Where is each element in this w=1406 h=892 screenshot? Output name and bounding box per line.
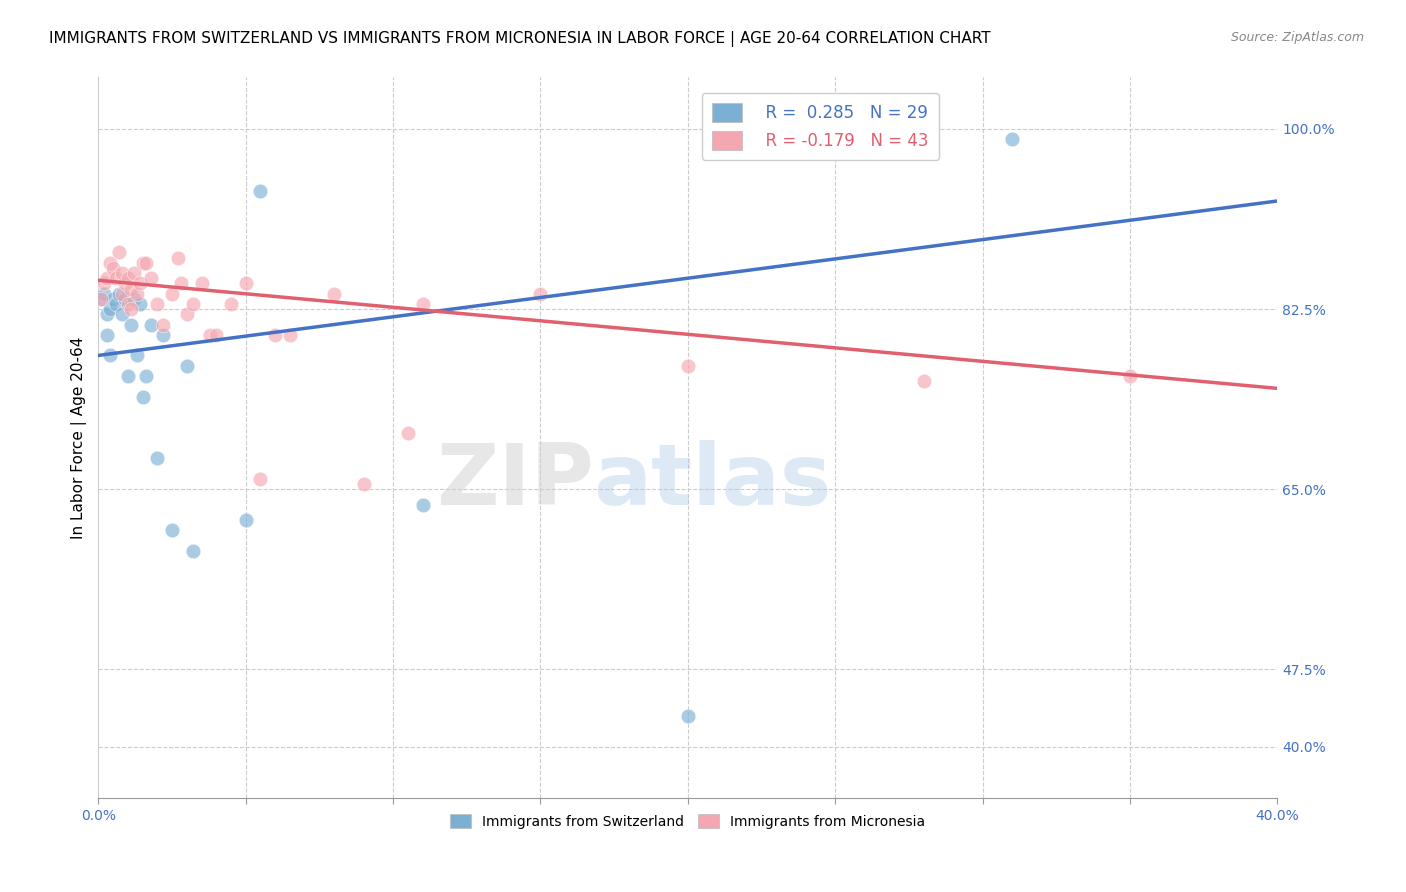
Point <box>235 513 257 527</box>
Point <box>114 292 136 306</box>
Point <box>1119 369 1142 384</box>
Point <box>264 327 287 342</box>
Point <box>181 544 204 558</box>
Point <box>111 286 134 301</box>
Point <box>93 277 115 291</box>
Point <box>105 297 128 311</box>
Point <box>353 477 375 491</box>
Point <box>131 390 153 404</box>
Point <box>323 286 346 301</box>
Point <box>120 281 142 295</box>
Point <box>122 266 145 280</box>
Point <box>676 359 699 373</box>
Point <box>412 498 434 512</box>
Point <box>111 307 134 321</box>
Point <box>93 286 115 301</box>
Text: IMMIGRANTS FROM SWITZERLAND VS IMMIGRANTS FROM MICRONESIA IN LABOR FORCE | AGE 2: IMMIGRANTS FROM SWITZERLAND VS IMMIGRANT… <box>49 31 991 47</box>
Point <box>190 277 212 291</box>
Point <box>176 307 198 321</box>
Point <box>146 297 169 311</box>
Point <box>676 708 699 723</box>
Point <box>181 297 204 311</box>
Y-axis label: In Labor Force | Age 20-64: In Labor Force | Age 20-64 <box>72 336 87 539</box>
Text: Source: ZipAtlas.com: Source: ZipAtlas.com <box>1230 31 1364 45</box>
Point <box>200 327 222 342</box>
Point <box>912 374 935 388</box>
Point <box>1001 132 1024 146</box>
Point <box>96 271 118 285</box>
Point <box>98 256 121 270</box>
Point <box>90 292 112 306</box>
Point <box>125 348 148 362</box>
Point <box>90 292 112 306</box>
Point <box>131 256 153 270</box>
Legend: Immigrants from Switzerland, Immigrants from Micronesia: Immigrants from Switzerland, Immigrants … <box>444 808 931 834</box>
Point <box>122 292 145 306</box>
Point <box>117 271 139 285</box>
Point <box>111 266 134 280</box>
Point <box>278 327 301 342</box>
Point <box>205 327 228 342</box>
Point <box>134 369 156 384</box>
Text: ZIP: ZIP <box>436 440 593 523</box>
Point <box>134 256 156 270</box>
Point <box>141 271 163 285</box>
Point <box>114 277 136 291</box>
Point <box>170 277 193 291</box>
Point <box>160 286 183 301</box>
Point <box>105 271 128 285</box>
Point <box>101 260 124 275</box>
Point <box>412 297 434 311</box>
Point <box>117 297 139 311</box>
Point <box>152 327 174 342</box>
Point <box>101 292 124 306</box>
Point <box>396 425 419 440</box>
Point <box>108 286 131 301</box>
Point <box>98 302 121 317</box>
Point <box>120 318 142 332</box>
Point <box>167 251 190 265</box>
Point <box>146 451 169 466</box>
Point <box>141 318 163 332</box>
Point <box>249 472 271 486</box>
Point <box>160 524 183 538</box>
Point <box>176 359 198 373</box>
Point <box>98 348 121 362</box>
Point <box>108 245 131 260</box>
Point <box>117 369 139 384</box>
Point <box>152 318 174 332</box>
Point <box>128 277 150 291</box>
Point <box>120 302 142 317</box>
Point <box>125 286 148 301</box>
Point <box>96 307 118 321</box>
Point <box>219 297 242 311</box>
Point <box>235 277 257 291</box>
Point <box>529 286 551 301</box>
Text: atlas: atlas <box>593 440 832 523</box>
Point <box>249 184 271 198</box>
Point <box>96 327 118 342</box>
Point <box>128 297 150 311</box>
